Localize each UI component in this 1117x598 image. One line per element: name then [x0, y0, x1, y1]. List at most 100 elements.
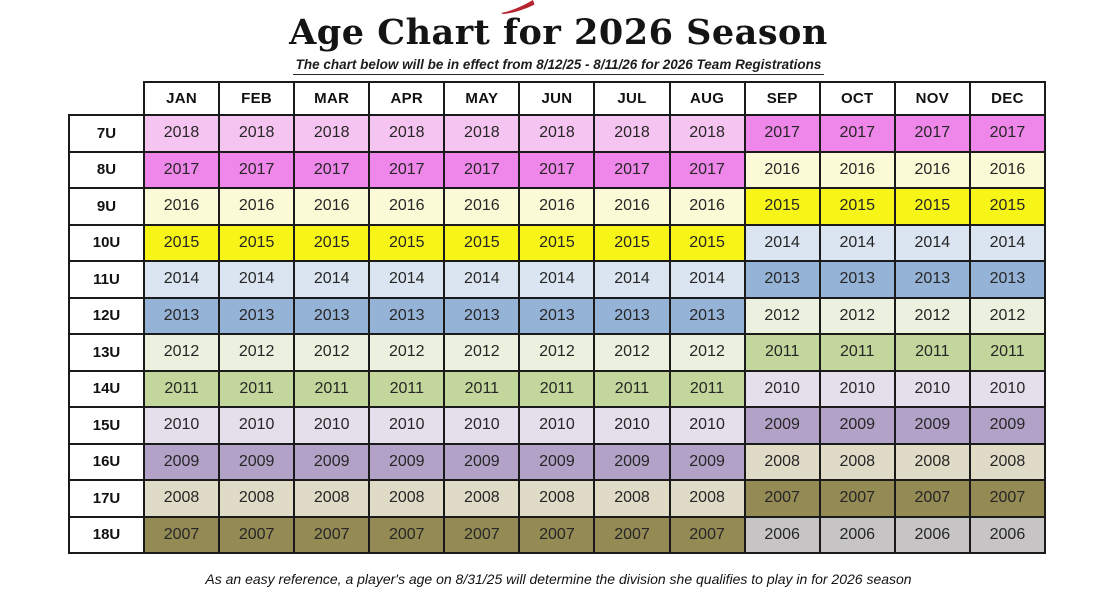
age-cell: 2009 [443, 442, 521, 481]
age-cell: 2014 [218, 260, 296, 299]
age-cell: 2012 [368, 333, 446, 372]
age-cell: 2018 [518, 114, 596, 153]
age-cell: 2010 [142, 406, 221, 445]
age-cell: 2008 [968, 442, 1047, 481]
age-cell: 2017 [443, 150, 521, 189]
age-cell: 2007 [893, 479, 971, 518]
age-cell: 2010 [593, 406, 671, 445]
age-row-13u: 13U 2012 2012 2012 2012 2012 2012 2012 2012 2011 2… [68, 333, 1047, 372]
age-cell: 2017 [142, 150, 221, 189]
age-cell: 2014 [668, 260, 746, 299]
age-cell: 2017 [893, 114, 971, 153]
age-cell: 2010 [368, 406, 446, 445]
age-row-10u: 10U 2015 2015 2015 2015 2015 2015 2015 2015 2014 2… [68, 223, 1047, 262]
division-label: 18U [68, 515, 145, 554]
age-cell: 2010 [893, 369, 971, 408]
age-cell: 2012 [293, 333, 371, 372]
month-header-nov: NOV [893, 81, 971, 116]
age-cell: 2010 [518, 406, 596, 445]
age-cell: 2007 [142, 515, 221, 554]
age-cell: 2016 [518, 187, 596, 226]
age-cell: 2011 [743, 333, 821, 372]
age-cell: 2013 [518, 296, 596, 335]
age-cell: 2014 [293, 260, 371, 299]
age-cell: 2008 [443, 479, 521, 518]
age-cell: 2013 [593, 296, 671, 335]
subtitle-row: The chart below will be in effect from 8… [0, 56, 1117, 75]
age-cell: 2018 [218, 114, 296, 153]
age-cell: 2017 [968, 114, 1047, 153]
age-cell: 2015 [893, 187, 971, 226]
age-row-15u: 15U 2010 2010 2010 2010 2010 2010 2010 2010 2009 2… [68, 406, 1047, 445]
age-cell: 2016 [142, 187, 221, 226]
age-cell: 2006 [968, 515, 1047, 554]
age-cell: 2017 [818, 114, 896, 153]
age-cell: 2017 [293, 150, 371, 189]
age-cell: 2013 [218, 296, 296, 335]
age-row-16u: 16U 2009 2009 2009 2009 2009 2009 2009 2009 2008 2… [68, 442, 1047, 481]
age-cell: 2009 [818, 406, 896, 445]
division-label: 9U [68, 187, 145, 226]
age-cell: 2012 [142, 333, 221, 372]
age-cell: 2008 [743, 442, 821, 481]
age-cell: 2008 [142, 479, 221, 518]
age-row-12u: 12U 2013 2013 2013 2013 2013 2013 2013 2013 2012 2… [68, 296, 1047, 335]
age-cell: 2009 [368, 442, 446, 481]
month-header-jun: JUN [518, 81, 596, 116]
age-cell: 2007 [593, 515, 671, 554]
age-cell: 2007 [968, 479, 1047, 518]
age-cell: 2016 [218, 187, 296, 226]
age-cell: 2014 [743, 223, 821, 262]
age-cell: 2009 [668, 442, 746, 481]
month-header-jan: JAN [142, 81, 221, 116]
age-cell: 2009 [968, 406, 1047, 445]
age-cell: 2015 [293, 223, 371, 262]
age-cell: 2011 [293, 369, 371, 408]
age-cell: 2013 [668, 296, 746, 335]
age-cell: 2016 [818, 150, 896, 189]
age-cell: 2018 [142, 114, 221, 153]
age-cell: 2016 [368, 187, 446, 226]
age-cell: 2012 [893, 296, 971, 335]
age-cell: 2010 [743, 369, 821, 408]
age-cell: 2010 [968, 369, 1047, 408]
age-cell: 2009 [743, 406, 821, 445]
age-row-18u: 18U 2007 2007 2007 2007 2007 2007 2007 2007 2006 2… [68, 515, 1047, 554]
age-cell: 2015 [142, 223, 221, 262]
age-cell: 2013 [293, 296, 371, 335]
age-cell: 2008 [218, 479, 296, 518]
age-row-11u: 11U 2014 2014 2014 2014 2014 2014 2014 2014 2013 2… [68, 260, 1047, 299]
age-cell: 2007 [368, 515, 446, 554]
division-label: 17U [68, 479, 145, 518]
age-row-8u: 8U 2017 2017 2017 2017 2017 2017 2017 2017 2016 20… [68, 150, 1047, 189]
age-cell: 2013 [443, 296, 521, 335]
age-cell: 2015 [818, 187, 896, 226]
age-cell: 2011 [368, 369, 446, 408]
age-cell: 2007 [293, 515, 371, 554]
age-cell: 2016 [443, 187, 521, 226]
age-cell: 2014 [443, 260, 521, 299]
age-row-9u: 9U 2016 2016 2016 2016 2016 2016 2016 2016 2015 20… [68, 187, 1047, 226]
division-label: 16U [68, 442, 145, 481]
division-label: 14U [68, 369, 145, 408]
age-cell: 2008 [893, 442, 971, 481]
age-cell: 2012 [968, 296, 1047, 335]
age-cell: 2013 [893, 260, 971, 299]
division-label: 11U [68, 260, 145, 299]
page-title: Age Chart for 2026 Season [289, 12, 828, 53]
division-label: 10U [68, 223, 145, 262]
age-row-14u: 14U 2011 2011 2011 2011 2011 2011 2011 2011 2010 2… [68, 369, 1047, 408]
age-cell: 2015 [518, 223, 596, 262]
age-cell: 2014 [893, 223, 971, 262]
age-cell: 2011 [443, 369, 521, 408]
age-cell: 2012 [743, 296, 821, 335]
division-label: 15U [68, 406, 145, 445]
age-cell: 2009 [142, 442, 221, 481]
division-label: 12U [68, 296, 145, 335]
age-cell: 2012 [218, 333, 296, 372]
age-cell: 2018 [368, 114, 446, 153]
age-cell: 2007 [443, 515, 521, 554]
month-header-apr: APR [368, 81, 446, 116]
age-chart-table: JAN FEB MAR APR MAY JUN JUL AUG SEP OCT NOV DEC 7U 2… [68, 81, 1047, 554]
